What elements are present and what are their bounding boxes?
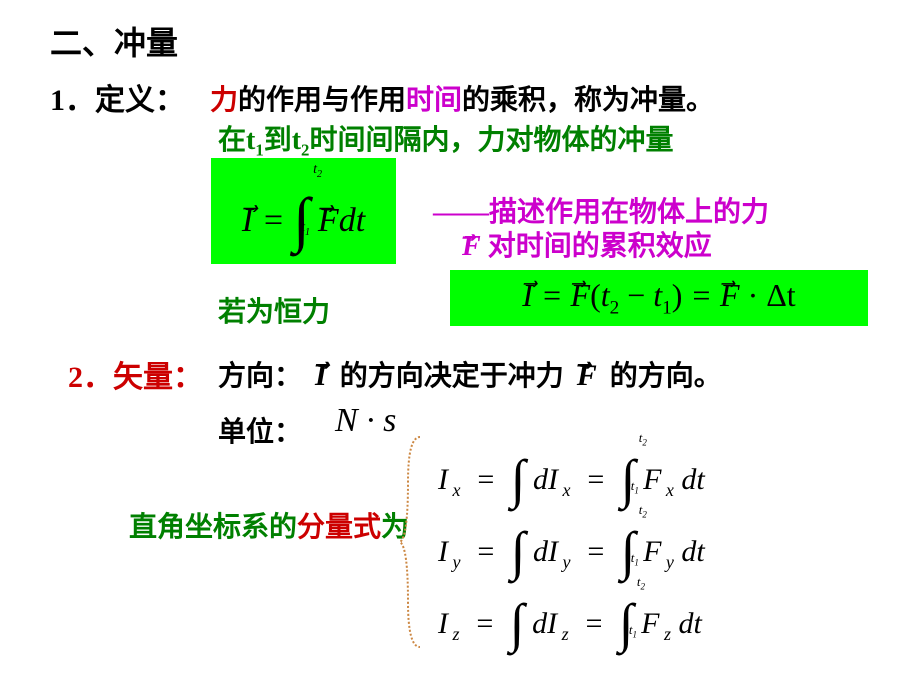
- component-label: 直角坐标系的分量式为: [129, 505, 409, 545]
- interval-text: 在t1到t2时间间隔内，力对物体的冲量: [218, 118, 673, 161]
- formula-main-box: I = t2∫t1Fdt: [211, 158, 396, 264]
- interval-prefix: 在t: [218, 125, 255, 156]
- direction-end: 的方向。: [610, 361, 722, 392]
- component-x: I x = ∫ dI x = t2∫t1 F x dt: [438, 440, 705, 502]
- direction-F: F: [577, 359, 597, 392]
- definition-label: 1．定义：: [50, 84, 185, 117]
- const-eq1: =: [533, 277, 571, 313]
- ct2s: 2: [610, 297, 620, 318]
- const-eq2: =: [682, 277, 720, 313]
- component-prefix: 直角坐标系的: [129, 512, 297, 543]
- ct1: t: [653, 277, 662, 313]
- component-z: I z = ∫ dI z = t2∫t1 F z dt: [438, 584, 702, 646]
- formula-constant: I = F(t2 − t1) = F · Δt: [522, 277, 795, 319]
- brace-icon: [398, 432, 428, 652]
- def-mid1: 的作用与作用: [238, 85, 406, 116]
- vec-F: F: [318, 202, 339, 239]
- vec-I: I: [242, 202, 253, 239]
- direction-row: 方向： I 的方向决定于冲力 F 的方向。: [218, 354, 722, 394]
- formula-constant-box: I = F(t2 − t1) = F · Δt: [450, 270, 868, 326]
- interval-mid: 到t: [264, 125, 301, 156]
- def-force: 力: [210, 85, 238, 116]
- unit-label: 单位：: [218, 410, 302, 450]
- formula-main: I = t2∫t1Fdt: [242, 176, 365, 247]
- ct2: t: [601, 277, 610, 313]
- description-F: F: [462, 231, 481, 262]
- eq: =: [253, 202, 293, 239]
- direction-mid: 的方向决定于冲力: [340, 361, 571, 392]
- direction-label: 方向：: [218, 361, 302, 392]
- section-heading: 二、冲量: [50, 18, 178, 64]
- po: (: [590, 277, 601, 313]
- cminus: −: [619, 277, 653, 313]
- def-time: 时间: [406, 85, 462, 116]
- const-F1: F: [571, 277, 591, 313]
- definition-text: 力的作用与作用时间的乘积，称为冲量。: [210, 78, 714, 118]
- description-tail: 对时间的累积效应: [481, 231, 712, 262]
- int-lower: t1: [301, 220, 310, 238]
- constant-force-label: 若为恒力: [218, 290, 330, 330]
- pc: ): [672, 277, 683, 313]
- const-I: I: [522, 277, 533, 313]
- int-upper: t2: [313, 162, 322, 180]
- unit-value: N · s: [335, 402, 396, 440]
- def-mid2: 的乘积，称为冲量。: [462, 85, 714, 116]
- ct1s: 1: [662, 297, 672, 318]
- cdot: ·: [740, 277, 767, 313]
- description-line2: F 对时间的累积效应: [462, 224, 712, 264]
- direction-I: I: [315, 359, 327, 392]
- dt: dt: [339, 202, 365, 239]
- definition-row: 1．定义：: [50, 75, 185, 119]
- cdt: Δt: [766, 277, 795, 313]
- interval-sub1: 1: [255, 141, 263, 160]
- interval-suffix: 时间间隔内，力对物体的冲量: [309, 125, 673, 156]
- vector-label: 2．矢量：: [68, 352, 203, 396]
- component-mid: 分量式: [297, 512, 381, 543]
- component-y: I y = ∫ dI y = t2∫t1 F y dt: [438, 512, 705, 574]
- const-F2: F: [720, 277, 740, 313]
